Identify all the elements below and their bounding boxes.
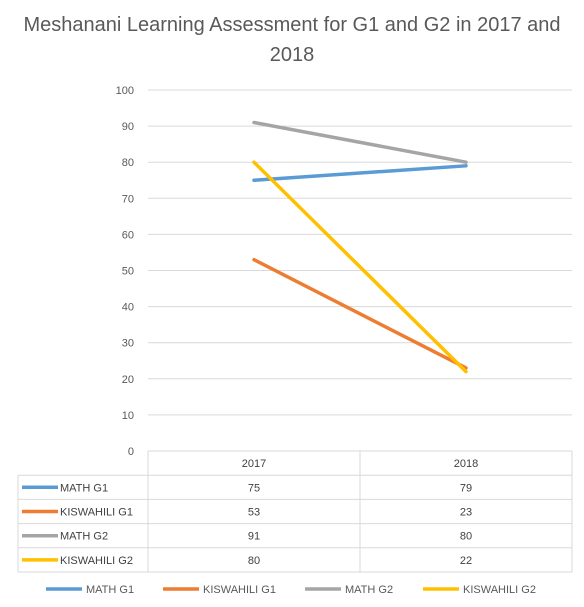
- y-tick-label: 100: [116, 85, 134, 97]
- y-tick-label: 40: [122, 302, 134, 314]
- table-series-label: MATH G1: [60, 482, 108, 494]
- y-tick-label: 10: [122, 410, 134, 422]
- y-tick-label: 20: [122, 374, 134, 386]
- table-value: 23: [460, 507, 472, 519]
- y-tick-label: 0: [128, 446, 134, 458]
- series-line: [252, 257, 468, 370]
- table-series-label: KISWAHILI G2: [60, 555, 133, 567]
- table-value: 80: [460, 531, 472, 543]
- series-line: [252, 160, 468, 374]
- y-tick-label: 60: [122, 229, 134, 241]
- table-value: 80: [248, 555, 260, 567]
- legend-label: MATH G1: [86, 584, 134, 596]
- table-value: 79: [460, 482, 472, 494]
- category-label: 2017: [242, 458, 266, 470]
- category-label: 2018: [454, 458, 478, 470]
- table-value: 91: [248, 531, 260, 543]
- series-line: [252, 164, 468, 182]
- legend-label: MATH G2: [345, 584, 393, 596]
- legend-label: KISWAHILI G2: [463, 584, 536, 596]
- legend-label: KISWAHILI G1: [203, 584, 276, 596]
- y-tick-label: 80: [122, 157, 134, 169]
- y-tick-label: 90: [122, 121, 134, 133]
- table-value: 53: [248, 507, 260, 519]
- series-line: [252, 120, 468, 164]
- table-series-label: KISWAHILI G1: [60, 507, 133, 519]
- table-series-label: MATH G2: [60, 531, 108, 543]
- y-tick-label: 30: [122, 338, 134, 350]
- table-value: 22: [460, 555, 472, 567]
- y-tick-label: 50: [122, 266, 134, 278]
- table-value: 75: [248, 482, 260, 494]
- y-tick-label: 70: [122, 193, 134, 205]
- chart-title: Meshanani Learning Assessment for G1 and…: [23, 14, 561, 66]
